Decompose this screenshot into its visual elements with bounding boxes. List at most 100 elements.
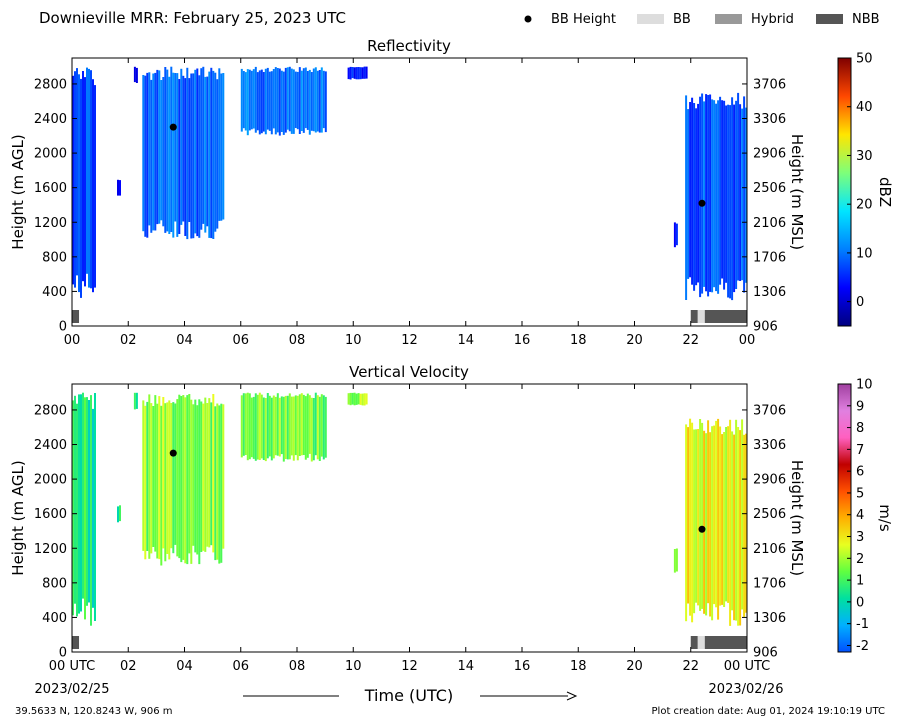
y-tick-label-right: 906 [753,646,778,661]
echo-column [280,396,283,455]
bb-class-bb [697,310,705,323]
y-tick-label-right: 3706 [753,77,786,92]
echo-column [216,79,219,229]
echo-column [164,67,167,233]
echo-column [162,77,165,227]
reflectivity-colorbar-frame [837,57,852,327]
legend-swatch-hybrid [715,14,742,24]
echo-column [719,96,722,285]
x-tick-label: 00 UTC [49,659,95,674]
echo-column [172,72,175,238]
echo-column [292,69,295,134]
echo-column [192,73,195,239]
echo-column [248,393,251,460]
echo-column [709,432,712,617]
echo-column [262,72,265,132]
echo-column [254,66,257,133]
echo-column [322,395,325,460]
echo-column [353,67,356,79]
echo-column [176,399,179,557]
echo-column [206,403,209,547]
echo-column [284,395,287,459]
echo-column [705,433,708,616]
echo-column [737,92,740,281]
y-tick-label: 2400 [34,112,67,127]
echo-column [739,430,742,626]
echo-column [725,427,728,602]
colorbar-tick-label: -2 [856,639,869,654]
echo-column [119,180,121,196]
echo-column [713,100,716,288]
echo-column [240,68,243,132]
echo-column [154,395,157,552]
echo-region [685,92,748,301]
echo-column [282,396,285,462]
echo-column [80,78,82,298]
echo-column [86,397,88,606]
echo-column [194,399,197,553]
echo-column [691,97,694,285]
echo-column [363,66,366,79]
echo-column [152,406,155,547]
echo-column [196,405,199,555]
echo-column [204,397,207,552]
bb-class-strip [72,636,747,649]
echo-column [246,69,249,136]
echo-column [278,68,281,136]
echo-column [168,76,171,234]
echo-column [264,398,267,462]
echo-column [312,68,315,132]
echo-column [673,222,676,248]
echo-column [310,72,313,131]
echo-region [673,548,678,573]
echo-column [190,399,193,564]
x-tick-label: 10 [345,333,362,348]
echo-column [250,70,253,130]
echo-column [188,78,191,222]
echo-column [689,102,692,278]
echo-column [361,393,364,406]
x-tick-label: 14 [457,333,474,348]
echo-column [178,79,181,234]
colorbar-tick-label: 5 [856,486,864,501]
colorbar-tick-label: 2 [856,552,864,567]
echo-column [90,395,92,626]
echo-column [246,392,249,461]
colorbar-tick-label: 8 [856,421,864,436]
echo-column [365,66,368,79]
echo-column [731,97,734,301]
echo-column [168,400,171,560]
echo-column [363,393,366,406]
echo-column [316,395,319,460]
echo-column [727,104,730,298]
echo-column [723,432,726,607]
echo-column [78,394,80,614]
echo-column [290,68,293,134]
echo-column [218,405,221,564]
echo-column [200,401,203,552]
echo-column [208,398,211,548]
y-tick-label-right: 1306 [753,611,786,626]
y-tick-label: 400 [42,285,67,300]
colorbar-tick-label: 7 [856,443,864,458]
echo-column [318,70,321,133]
echo-column [76,403,78,617]
echo-column [166,69,169,232]
echo-column [180,396,183,563]
echo-column [703,101,706,287]
echo-column [252,396,255,459]
echo-column [355,67,358,80]
echo-column [703,430,706,614]
bb-height-point [169,123,177,131]
end-date: 2023/02/26 [709,682,784,697]
x-tick-label: 20 [626,333,643,348]
reflectivity-colorbar-label: dBZ [876,177,894,207]
y-tick-label-right: 2906 [753,147,786,162]
echo-column [210,67,213,239]
echo-column [357,393,360,405]
echo-column [288,393,291,460]
echo-column [196,68,199,237]
echo-column [276,68,279,133]
echo-column [687,427,690,604]
